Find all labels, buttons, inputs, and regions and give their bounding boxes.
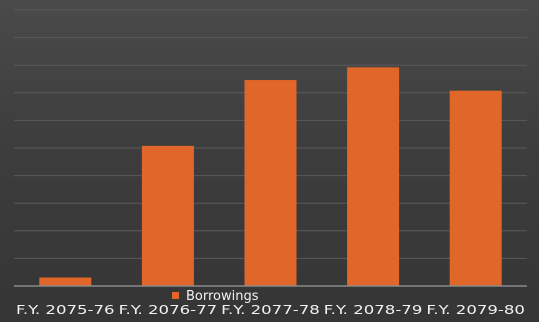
bar-3 (244, 80, 297, 286)
x-tick-labels: F.Y. 2075-76 F.Y. 2076-77 F.Y. 2077-78 F.Y.… (16, 303, 525, 317)
legend: Borrowings (172, 289, 259, 304)
legend-label-borrowings: Borrowings (186, 289, 259, 304)
legend-swatch (172, 292, 179, 299)
bar-1 (39, 277, 92, 286)
x-tick-label-3: F.Y. 2077-78 (221, 303, 320, 317)
x-tick-label-4: F.Y. 2078-79 (324, 303, 423, 317)
bars (39, 67, 502, 286)
bar-4 (347, 67, 400, 286)
bar-2 (141, 145, 194, 286)
bar-5 (449, 90, 502, 286)
x-tick-label-5: F.Y. 2079-80 (426, 303, 525, 317)
x-tick-label-2: F.Y. 2076-77 (119, 303, 218, 317)
x-tick-label-1: F.Y. 2075-76 (16, 303, 115, 317)
